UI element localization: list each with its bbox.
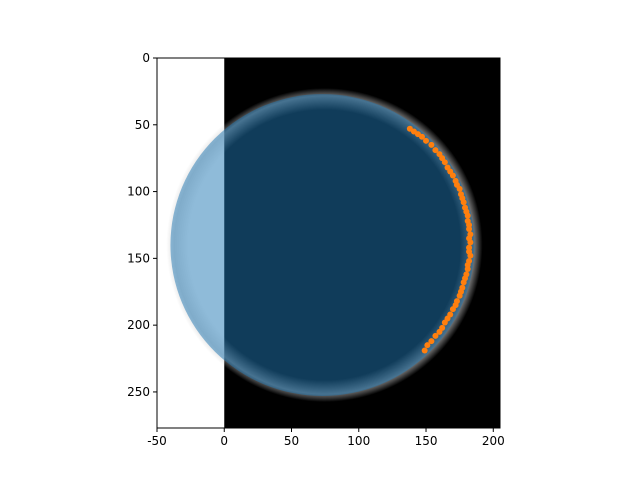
scatter-point xyxy=(436,328,443,335)
y-tick-label: 100 xyxy=(127,185,150,199)
scatter-point xyxy=(423,137,430,144)
scatter-point xyxy=(432,147,439,154)
y-tick-label: 150 xyxy=(127,251,150,265)
axis-ticks: -50 0 50 100 150 200 0 50 100 150 200 250 xyxy=(127,51,505,448)
x-tick-label: -50 xyxy=(147,434,167,448)
x-tick-label: 100 xyxy=(347,434,370,448)
scatter-point xyxy=(449,306,456,313)
scatter-point xyxy=(456,292,463,299)
y-tick-label: 250 xyxy=(127,385,150,399)
scatter-point xyxy=(467,252,474,259)
y-tick-label: 200 xyxy=(127,318,150,332)
scatter-point xyxy=(460,199,467,206)
x-tick-label: 150 xyxy=(415,434,438,448)
scatter-point xyxy=(428,141,435,148)
scatter-point xyxy=(449,172,456,179)
scatter-point xyxy=(464,212,471,219)
scatter-point xyxy=(432,332,439,339)
scatter-point xyxy=(464,266,471,273)
scatter-point xyxy=(441,319,448,326)
scatter-point xyxy=(456,185,463,192)
fitted-circle xyxy=(170,94,475,396)
plot-area xyxy=(166,58,500,428)
scatter-point xyxy=(460,279,467,286)
scatter-point xyxy=(466,225,473,232)
x-tick-label: 0 xyxy=(220,434,228,448)
y-tick-label: 0 xyxy=(142,51,150,65)
x-tick-label: 200 xyxy=(482,434,505,448)
axes-frame xyxy=(156,57,501,429)
scatter-point xyxy=(418,133,425,140)
x-tick-label: 50 xyxy=(284,434,299,448)
scatter-point xyxy=(421,347,428,354)
scatter-point xyxy=(467,239,474,246)
scatter-point xyxy=(441,159,448,166)
y-tick-label: 50 xyxy=(135,118,150,132)
scatter-point xyxy=(424,342,431,349)
scatter-point xyxy=(428,338,435,345)
